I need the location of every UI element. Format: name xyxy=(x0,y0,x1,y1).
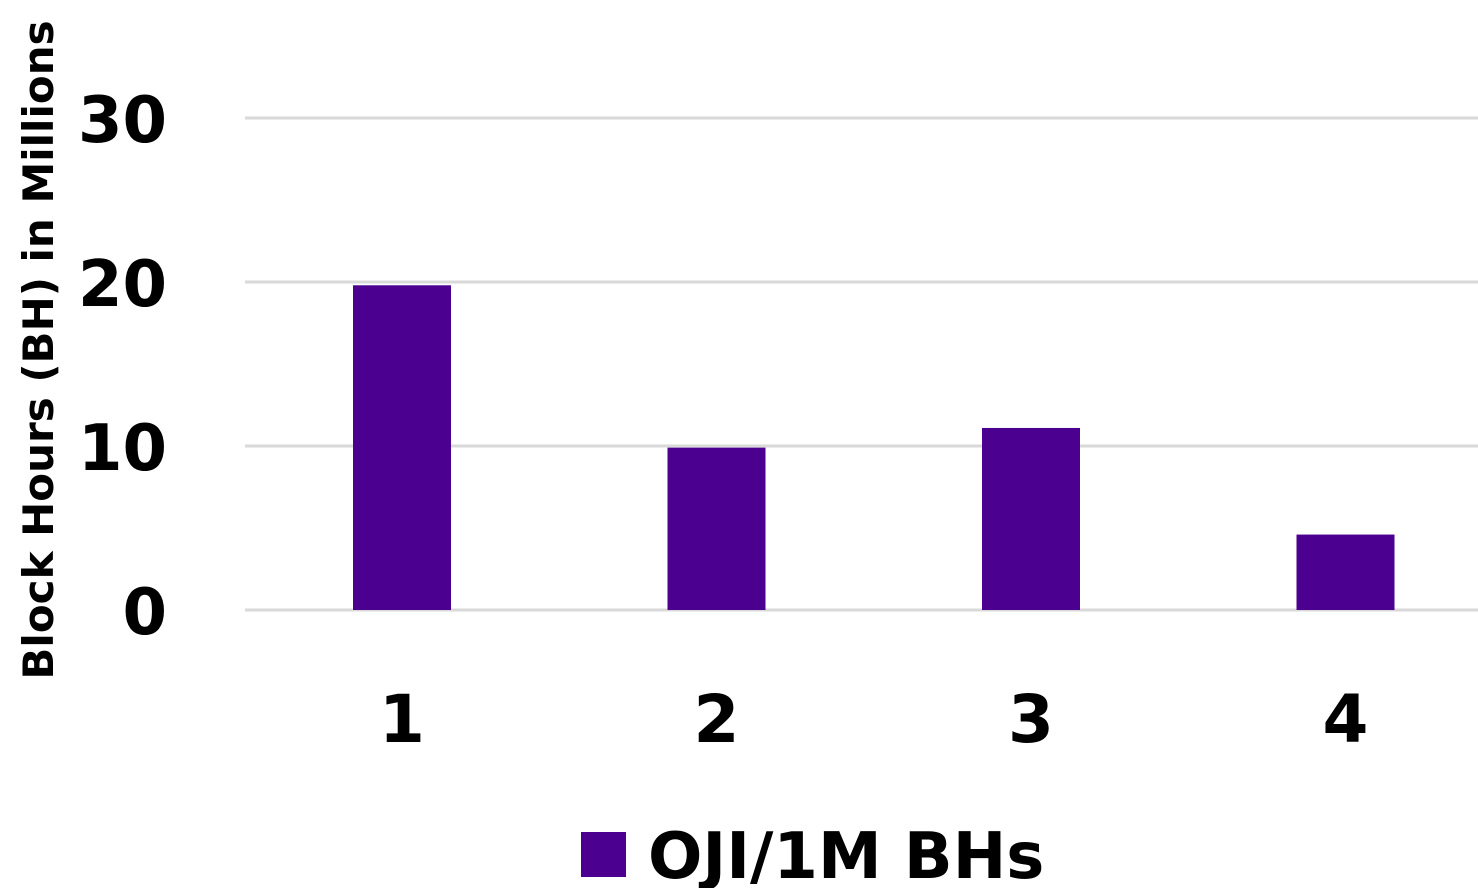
bar-4 xyxy=(1296,534,1395,610)
x-tick-label: 4 xyxy=(1323,681,1369,758)
bar-3 xyxy=(982,427,1080,610)
x-tick-label: 1 xyxy=(379,681,425,758)
legend: OJI/1M BHs xyxy=(581,820,1044,888)
bar-2 xyxy=(667,447,766,610)
bar-1 xyxy=(353,285,451,610)
y-tick-label: 30 xyxy=(78,84,167,158)
y-tick-label: 0 xyxy=(122,576,167,650)
bars xyxy=(353,285,1395,610)
y-axis-title: Block Hours (BH) in Millions xyxy=(14,20,63,679)
x-tick-label: 2 xyxy=(694,681,740,758)
x-axis-ticks: 1 2 3 4 xyxy=(379,681,1368,758)
legend-label: OJI/1M BHs xyxy=(648,820,1044,888)
x-tick-label: 3 xyxy=(1008,681,1054,758)
legend-swatch xyxy=(581,832,626,877)
y-tick-label: 10 xyxy=(78,412,167,486)
y-tick-label: 20 xyxy=(78,248,167,322)
y-axis-ticks: 0 10 20 30 xyxy=(78,84,167,650)
